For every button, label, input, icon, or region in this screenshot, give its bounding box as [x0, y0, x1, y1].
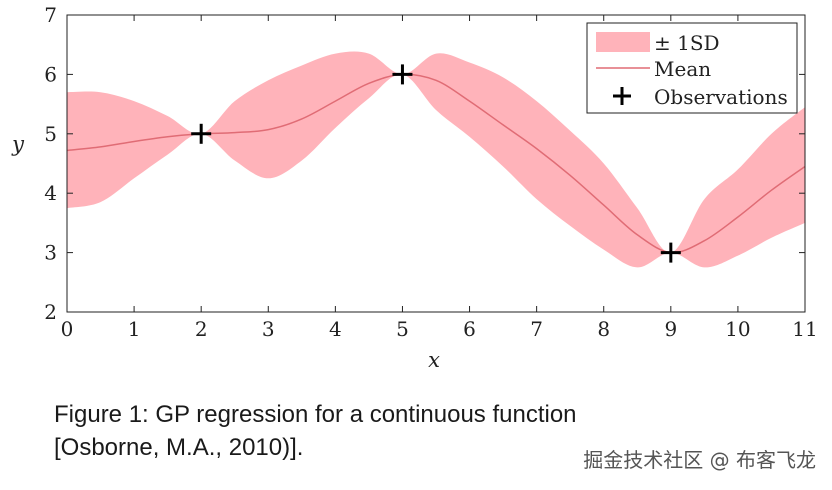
- x-axis-label: x: [428, 348, 440, 372]
- x-tick-label: 1: [128, 317, 141, 341]
- observation-point: [392, 64, 413, 85]
- x-tick-label: 5: [396, 317, 409, 341]
- legend-label-mean: Mean: [654, 57, 711, 81]
- y-axis-label: y: [11, 132, 25, 156]
- x-tick-label: 8: [597, 317, 610, 341]
- legend: ± 1SD Mean Observations: [586, 22, 798, 114]
- x-tick-label: 6: [463, 317, 476, 341]
- observation-point: [660, 242, 681, 263]
- y-tick-label: 5: [44, 122, 57, 146]
- gp-regression-chart: 0 1 2 3 4 5 6 7 8 9 10 11 2 3 4 5 6 7 x y ± 1SD Mean Obse…: [11, 3, 818, 372]
- x-tick-label: 0: [61, 317, 74, 341]
- figure-caption: Figure 1: GP regression for a continuous…: [54, 398, 814, 464]
- x-tick-label: 11: [792, 317, 817, 341]
- legend-label-band: ± 1SD: [654, 31, 720, 55]
- sd-band: [67, 51, 805, 268]
- x-tick-label: 7: [530, 317, 543, 341]
- legend-band-swatch: [596, 32, 650, 52]
- caption-line-2: [Osborne, M.A., 2010)].: [54, 434, 304, 461]
- legend-label-observations: Observations: [654, 85, 788, 109]
- y-tick-label: 3: [44, 241, 57, 265]
- y-tick-label: 6: [44, 62, 57, 86]
- y-tick-label: 4: [44, 181, 57, 205]
- x-tick-label: 4: [329, 317, 342, 341]
- plot-frame: [66, 14, 806, 313]
- y-tick-label: 2: [44, 300, 57, 324]
- legend-observation-marker: [613, 87, 631, 105]
- x-tick-label: 9: [664, 317, 677, 341]
- observation-point: [191, 123, 212, 144]
- x-tick-label: 10: [725, 317, 750, 341]
- axes: 0 1 2 3 4 5 6 7 8 9 10 11 2 3 4 5 6 7: [44, 3, 817, 341]
- x-tick-label: 3: [262, 317, 275, 341]
- watermark: 掘金技术社区 @ 布客飞龙: [583, 448, 816, 472]
- plot-area: [66, 51, 806, 268]
- y-tick-label: 7: [44, 3, 57, 27]
- x-tick-label: 2: [195, 317, 208, 341]
- caption-line-1: Figure 1: GP regression for a continuous…: [54, 401, 577, 428]
